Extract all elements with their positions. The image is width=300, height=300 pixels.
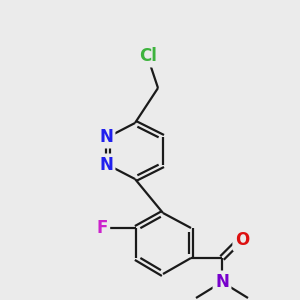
- Text: F: F: [96, 219, 108, 237]
- Text: Cl: Cl: [139, 47, 157, 65]
- Text: N: N: [99, 128, 113, 146]
- Text: N: N: [99, 156, 113, 174]
- Text: O: O: [235, 231, 249, 249]
- Text: N: N: [215, 273, 229, 291]
